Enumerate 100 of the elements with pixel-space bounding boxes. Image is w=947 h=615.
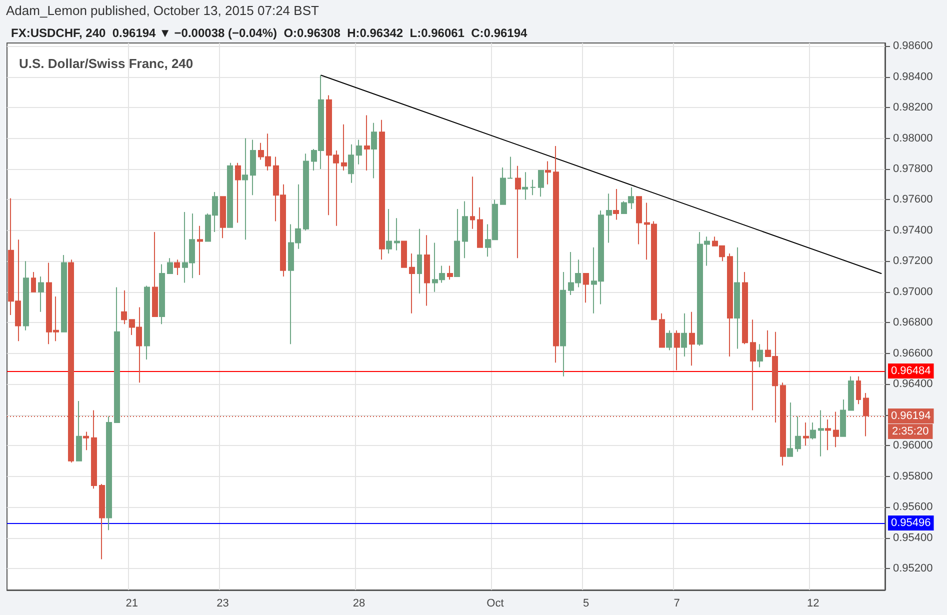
candlestick (515, 165, 521, 259)
candlestick (341, 124, 347, 172)
candlestick (38, 276, 44, 312)
y-tick-label: 0.98600 (893, 40, 933, 52)
candlestick (303, 153, 309, 231)
candlestick (454, 208, 460, 278)
candlestick (530, 179, 536, 196)
candlestick (174, 259, 180, 276)
candlestick (750, 319, 756, 411)
chart-subtitle: FX:USDCHF, 240 0.96194 ▼ −0.00038 (−0.04%) O:0.96308 H:0.96342 L:0.96061 C:0.96194 (11, 26, 528, 40)
y-tick-label: 0.96600 (893, 347, 933, 360)
candlestick (462, 200, 468, 259)
x-tick-label: 12 (806, 598, 820, 610)
candlestick (394, 218, 400, 251)
candlestick (840, 398, 846, 437)
candlestick (401, 240, 407, 268)
candlestick (99, 483, 105, 560)
y-tick-label: 0.98200 (893, 102, 933, 114)
candlestick (121, 290, 127, 325)
candlestick (659, 312, 665, 348)
candlestick (681, 312, 687, 357)
candlestick (348, 144, 354, 184)
y-tick-label: 0.97400 (893, 224, 933, 236)
candlestick (386, 208, 392, 254)
y-tick-label: 0.96400 (893, 378, 933, 390)
candlestick (545, 160, 551, 185)
candlestick (742, 271, 748, 345)
x-tick-label: Oct (486, 598, 504, 610)
candlestick (159, 264, 165, 325)
y-tick-label: 0.96000 (893, 440, 933, 452)
y-tick-label: 0.97000 (893, 286, 933, 298)
candlestick (848, 376, 854, 411)
candlestick (470, 176, 475, 230)
candlestick (76, 400, 82, 462)
candlestick (560, 271, 566, 377)
y-tick-label: 0.96800 (893, 316, 933, 329)
y-tick-label: 0.95200 (893, 562, 933, 574)
candlestick (379, 119, 385, 260)
candlestick (833, 411, 839, 448)
candlestick (818, 410, 824, 457)
candlestick (227, 162, 233, 228)
y-tick-label: 0.95400 (893, 532, 933, 544)
text: 2:35:20 (892, 426, 929, 438)
x-tick-label: 23 (216, 598, 229, 610)
candlestick (803, 422, 809, 446)
candlestick (114, 286, 120, 424)
y-tick-label: 0.95600 (893, 501, 933, 514)
x-tick-label: 21 (126, 598, 138, 610)
y-tick-label: 0.95800 (893, 470, 933, 482)
candlestick (825, 418, 831, 451)
candlestick (106, 416, 112, 531)
candlestick (636, 196, 642, 245)
y-tick-label: 0.97800 (893, 162, 933, 175)
ref-line-label: 0.96484 (891, 365, 931, 377)
candlestick (613, 188, 619, 220)
candlestick (810, 422, 816, 440)
candlestick (144, 285, 150, 360)
candlestick (220, 196, 226, 239)
candlestick (538, 170, 544, 198)
candlestick (522, 172, 528, 200)
x-tick-label: 7 (674, 598, 680, 610)
candlestick (787, 402, 793, 457)
candlestick (795, 416, 801, 452)
candlestick (856, 376, 861, 405)
x-tick-label: 5 (582, 598, 590, 610)
candlestick (583, 272, 589, 304)
ref-line-label: 0.96194 (891, 410, 931, 422)
candlestick (235, 162, 241, 224)
y-tick-label: 0.97600 (893, 194, 933, 206)
candlestick (23, 260, 29, 331)
candlestick (197, 225, 203, 276)
candlestick (666, 330, 672, 351)
candlestick (447, 265, 453, 280)
y-tick-label: 0.98000 (893, 132, 933, 144)
candlestick (364, 114, 370, 172)
candlestick (242, 138, 248, 240)
candlestick (61, 254, 67, 332)
candlestick (727, 253, 733, 357)
candlestick (674, 330, 680, 371)
candlestick (31, 271, 36, 292)
candlestick (356, 139, 362, 165)
candlestick (553, 145, 559, 364)
candlestick (417, 228, 422, 294)
text: U.S. Dollar/Swiss Franc, 240 (19, 56, 194, 71)
candlestick (371, 122, 377, 179)
candlestick (606, 193, 612, 244)
candlestick (83, 431, 89, 451)
candlestick (424, 234, 430, 306)
candlestick (734, 246, 740, 350)
candlestick (477, 206, 483, 248)
x-tick-label: 28 (352, 598, 366, 610)
candlestick (250, 139, 256, 196)
candlestick (689, 311, 695, 366)
candlestick (167, 258, 173, 274)
y-tick-label: 0.98400 (893, 70, 933, 83)
text: Adam_Lemon published, October 13, 2015 07:24 BST (6, 3, 319, 18)
y-tick-label: 0.97200 (893, 255, 933, 268)
ref-line-label: 0.95496 (891, 517, 931, 529)
candlestick (757, 344, 763, 368)
candlestick (409, 253, 415, 314)
